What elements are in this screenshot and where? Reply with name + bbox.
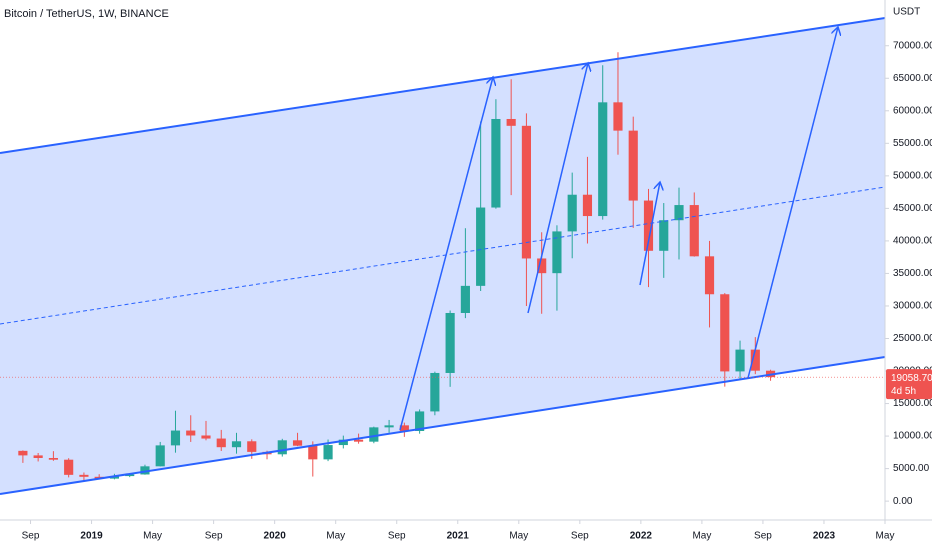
arrows: [399, 27, 838, 431]
last-price-box: [886, 369, 932, 400]
candle-body: [537, 258, 547, 274]
x-tick-label: May: [326, 531, 345, 542]
arrow: [399, 77, 493, 431]
channel-top: [0, 17, 886, 154]
x-tick-label: Sep: [754, 531, 772, 542]
candle-body: [521, 125, 531, 259]
candle-body: [369, 427, 379, 442]
candle-body: [430, 372, 440, 412]
y-tick-label: 70000.00: [893, 40, 932, 51]
candle-body: [750, 349, 760, 371]
candle-body: [582, 194, 593, 217]
candle-body: [323, 445, 333, 460]
candle-body: [552, 231, 562, 274]
x-tick-label: 2023: [813, 531, 836, 542]
plot-background: [0, 0, 885, 520]
candle-body: [598, 102, 608, 217]
x-tick-label: 2020: [264, 531, 287, 542]
candle-body: [720, 294, 730, 372]
x-tick-label: May: [692, 531, 711, 542]
y-axis-label: USDT: [893, 7, 920, 18]
candle-body: [689, 205, 699, 257]
y-tick-label: 60000.00: [893, 105, 932, 116]
arrow: [527, 63, 588, 314]
y-tick-label: 55000.00: [893, 138, 932, 149]
y-tick-label: 0.00: [893, 496, 913, 507]
candle-body: [399, 425, 409, 432]
candle-body: [613, 102, 623, 131]
candle-body: [109, 476, 120, 479]
y-tick-label: 30000.00: [893, 301, 932, 312]
y-tick-label: 10000.00: [893, 431, 932, 442]
candle-body: [643, 200, 654, 251]
candle-body: [445, 312, 455, 373]
candle-body: [476, 207, 486, 286]
candle-body: [292, 440, 303, 446]
countdown: 4d 5h: [891, 386, 916, 397]
candle-body: [628, 130, 638, 201]
candle-body: [674, 205, 684, 221]
candle-body: [491, 118, 501, 208]
x-tick-label: 2022: [630, 531, 653, 542]
candle-body: [460, 285, 470, 313]
candle-body: [338, 439, 348, 446]
arrow: [639, 182, 660, 286]
candle-body: [277, 440, 287, 455]
channel-fill: [0, 18, 885, 494]
channel-mid: [0, 186, 886, 325]
y-tick-label: 5000.00: [893, 463, 930, 474]
last-price-label: 19058.70: [891, 373, 932, 384]
candle-body: [48, 458, 58, 460]
candle-body: [79, 474, 89, 477]
candle-body: [216, 438, 226, 448]
y-tick-label: 35000.00: [893, 268, 932, 279]
y-tick-label: 65000.00: [893, 73, 932, 84]
candle-body: [64, 459, 74, 475]
candle-body: [247, 441, 257, 452]
candle-body: [308, 445, 318, 460]
candle-body: [354, 439, 364, 442]
candle-body: [659, 220, 669, 251]
x-tick-label: Sep: [205, 531, 223, 542]
candle-body: [186, 430, 196, 436]
y-tick-label: 15000.00: [893, 398, 932, 409]
x-tick-label: May: [876, 531, 895, 542]
x-tick-label: Sep: [22, 531, 40, 542]
x-tick-label: Sep: [571, 531, 589, 542]
y-tick-label: 45000.00: [893, 203, 932, 214]
candle-body: [415, 411, 425, 432]
candle-body: [18, 450, 28, 456]
candle-body: [567, 194, 577, 232]
x-tick-label: 2021: [447, 531, 470, 542]
candle-body: [201, 435, 211, 439]
x-tick-label: May: [143, 531, 162, 542]
channel-bottom: [0, 356, 886, 495]
candle-body: [33, 455, 43, 459]
candle-body: [170, 430, 181, 446]
candle-body: [506, 118, 516, 126]
candle-body: [384, 425, 394, 428]
candle-body: [735, 349, 745, 372]
candle-body: [125, 474, 135, 477]
candle-body: [231, 441, 242, 448]
chart-title: Bitcoin / TetherUS, 1W, BINANCE: [4, 8, 169, 20]
y-tick-label: 40000.00: [893, 236, 932, 247]
y-tick-label: 50000.00: [893, 170, 932, 181]
candle-body: [155, 445, 165, 467]
arrow: [747, 27, 838, 379]
candle-body: [140, 466, 150, 475]
x-tick-label: May: [509, 531, 528, 542]
x-tick-label: 2019: [80, 531, 103, 542]
y-tick-label: 25000.00: [893, 333, 932, 344]
x-tick-label: Sep: [388, 531, 406, 542]
candle-body: [704, 256, 715, 295]
